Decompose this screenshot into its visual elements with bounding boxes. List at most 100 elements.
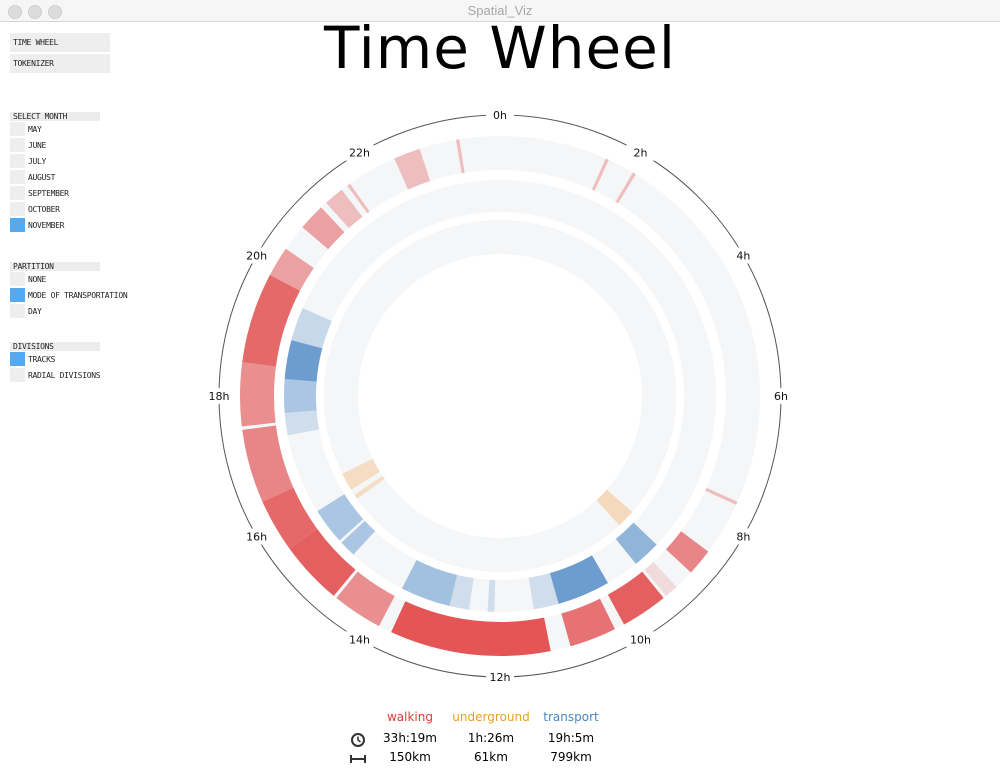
walking-segment [644, 561, 677, 596]
checkbox[interactable] [10, 122, 25, 136]
checkbox[interactable] [10, 304, 25, 318]
underground-track-bg [324, 220, 676, 572]
walking-segment [347, 183, 370, 214]
legend-underground: underground [452, 710, 530, 724]
walking-segment [665, 531, 709, 573]
walking-segment [336, 571, 395, 627]
partition-option-mode-of-transportation[interactable]: MODE OF TRANSPORTATION [10, 288, 128, 302]
month-option-july[interactable]: JULY [10, 154, 46, 168]
walking-distance: 150km [389, 750, 431, 764]
close-window-button[interactable] [8, 5, 22, 19]
underground-segment [354, 475, 385, 499]
legend-walking: walking [386, 710, 433, 724]
checkbox[interactable] [10, 138, 25, 152]
walking-segment [269, 248, 314, 291]
hour-label: 22h [349, 147, 370, 160]
checkbox[interactable] [10, 368, 25, 382]
underground-distance: 61km [474, 750, 508, 764]
division-option-radial-divisions[interactable]: RADIAL DIVISIONS [10, 368, 101, 382]
transport-segment [528, 573, 559, 610]
tokenizer-button[interactable]: TOKENIZER [10, 54, 110, 73]
hour-label: 0h [493, 109, 507, 122]
hour-label: 4h [736, 250, 750, 263]
month-option-august[interactable]: AUGUST [10, 170, 55, 184]
walking-segment [561, 598, 615, 647]
walking-segment [262, 487, 318, 549]
clock-icon [351, 733, 365, 747]
divisions-heading: DIVISIONS [10, 342, 100, 351]
option-label: NOVEMBER [28, 220, 65, 230]
walking-time: 33h:19m [383, 731, 437, 745]
hour-label: 18h [209, 390, 230, 403]
time-wheel-button[interactable]: TIME WHEEL [10, 33, 110, 52]
option-label: DAY [28, 306, 42, 316]
walking-segment [455, 139, 465, 174]
hour-label: 10h [630, 633, 651, 646]
walking-segment [302, 207, 345, 250]
window-titlebar: Spatial_Viz [0, 0, 1000, 22]
month-option-november[interactable]: NOVEMBER [10, 218, 64, 232]
walking-segment [394, 148, 431, 190]
select-month-heading: SELECT MONTH [10, 112, 100, 121]
month-option-september[interactable]: SEPTEMBER [10, 186, 69, 200]
month-option-june[interactable]: JUNE [10, 138, 46, 152]
checkbox[interactable] [10, 186, 25, 200]
walking-segment [615, 172, 636, 204]
transport-segment [284, 379, 317, 413]
hour-label: 20h [246, 250, 267, 263]
transport-segment [549, 555, 608, 604]
walking-segment [240, 362, 276, 427]
partition-option-day[interactable]: DAY [10, 304, 42, 318]
checkbox[interactable] [10, 170, 25, 184]
option-label: RADIAL DIVISIONS [28, 370, 101, 380]
underground-time: 1h:26m [467, 731, 515, 745]
underground-segment [596, 489, 633, 526]
transport-track-bg [284, 180, 716, 612]
checkbox[interactable] [10, 218, 25, 232]
checkbox[interactable] [10, 154, 25, 168]
distance-icon [350, 755, 366, 763]
underground-segment [342, 458, 380, 490]
transport-segment [615, 522, 657, 564]
hour-labels: 0h 2h 4h 6h 8h 10h 12h 14h 16h 18h 20h 22h [205, 107, 795, 685]
hour-label: 2h [634, 147, 648, 160]
division-option-tracks[interactable]: TRACKS [10, 352, 55, 366]
zoom-window-button[interactable] [48, 5, 62, 19]
option-label: NONE [28, 274, 47, 284]
track-segments [240, 139, 738, 656]
walking-segment [391, 601, 551, 656]
transport-segment [317, 494, 364, 541]
option-label: JULY [28, 156, 47, 166]
transport-segment [341, 520, 376, 555]
checkbox[interactable] [10, 202, 25, 216]
partition-option-none[interactable]: NONE [10, 272, 46, 286]
transport-distance: 799km [550, 750, 592, 764]
walking-segment [705, 487, 738, 505]
transport-segment [284, 410, 320, 436]
checkbox[interactable] [10, 352, 25, 366]
option-label: MODE OF TRANSPORTATION [28, 290, 128, 300]
month-option-may[interactable]: MAY [10, 122, 42, 136]
option-label: SEPTEMBER [28, 188, 69, 198]
walking-segment [242, 274, 300, 367]
option-label: TRACKS [28, 354, 56, 364]
transport-segment [284, 340, 323, 382]
hour-label: 12h [490, 671, 511, 684]
page-title: Time Wheel [324, 14, 676, 82]
transport-segment [449, 574, 474, 610]
minimize-window-button[interactable] [28, 5, 42, 19]
window-title: Spatial_Viz [467, 3, 533, 18]
walking-segment [289, 528, 356, 596]
month-option-october[interactable]: OCTOBER [10, 202, 60, 216]
checkbox[interactable] [10, 272, 25, 286]
option-label: OCTOBER [28, 204, 60, 214]
checkbox[interactable] [10, 288, 25, 302]
hour-label: 8h [736, 531, 750, 544]
hour-label: 16h [246, 531, 267, 544]
transport-segment [401, 559, 458, 607]
walking-segment [326, 189, 363, 229]
transport-time: 19h:5m [547, 731, 595, 745]
walking-segment [242, 425, 294, 502]
partition-heading: PARTITION [10, 262, 100, 271]
